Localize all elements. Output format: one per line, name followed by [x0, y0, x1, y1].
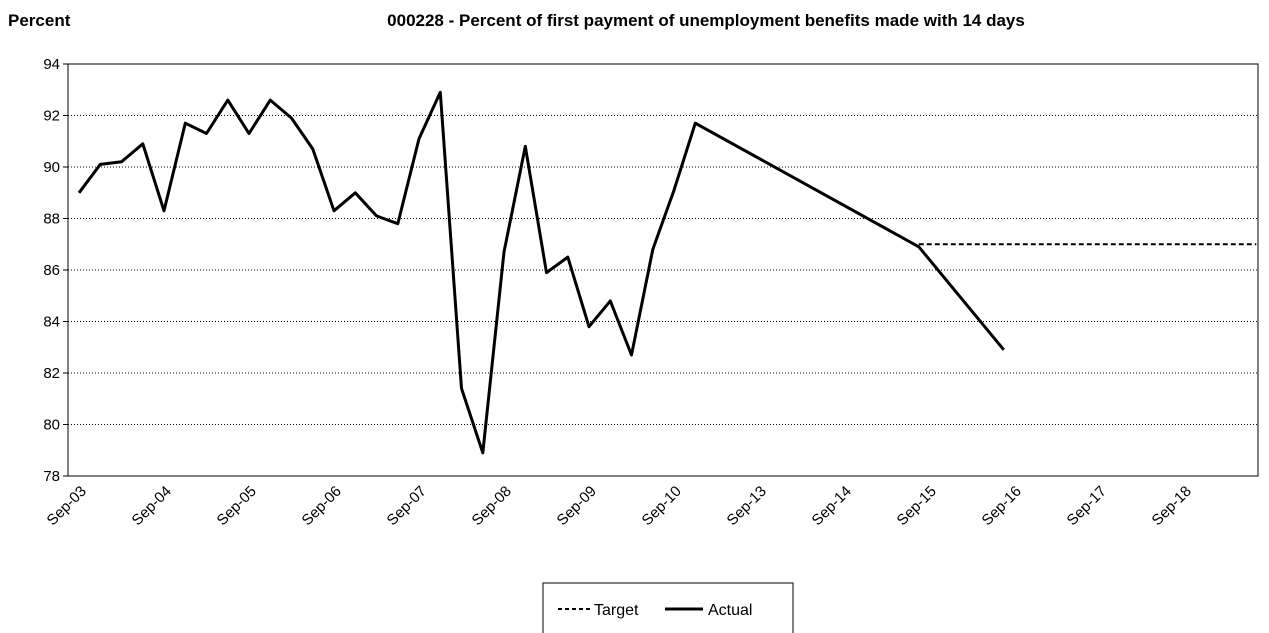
x-tick-label: Sep-17 [1064, 483, 1110, 529]
x-tick-label: Sep-15 [894, 483, 940, 529]
y-tick-label: 90 [43, 159, 60, 176]
x-tick-label: Sep-09 [554, 483, 600, 529]
grid-lines [68, 115, 1258, 425]
x-tick-label: Sep-14 [809, 483, 855, 529]
x-tick-label: Sep-10 [639, 483, 685, 529]
y-tick-label: 94 [43, 56, 60, 73]
plot-area [67, 63, 1259, 477]
y-tick-label: 82 [43, 365, 60, 382]
y-tick-label: 84 [43, 314, 60, 331]
x-axis-ticks: Sep-03 Sep-04 Sep-05 Sep-06 Sep-07 Sep-08 Sep-… [44, 483, 1195, 529]
x-tick-label: Sep-13 [724, 483, 770, 529]
legend-target-label: Target [594, 602, 639, 619]
x-tick-label: Sep-16 [979, 483, 1025, 529]
y-tick-label: 78 [43, 468, 60, 485]
x-tick-label: Sep-06 [299, 483, 345, 529]
series-line-actual [77, 90, 1005, 455]
x-tick-label: Sep-03 [44, 483, 90, 529]
y-tick-label: 80 [43, 417, 60, 434]
y-tick-label: 92 [43, 108, 60, 125]
x-tick-label: Sep-18 [1149, 483, 1195, 529]
y-axis-ticks: 78 80 82 84 86 88 90 92 94 [43, 56, 68, 485]
x-tick-label: Sep-07 [384, 483, 430, 529]
x-tick-label: Sep-08 [469, 483, 515, 529]
legend: Target Actual [542, 582, 794, 633]
legend-actual-label: Actual [708, 602, 752, 619]
series-lines [77, 90, 1257, 455]
x-tick-label: Sep-04 [129, 483, 175, 529]
x-tick-label: Sep-05 [214, 483, 260, 529]
y-tick-label: 88 [43, 211, 60, 228]
y-tick-label: 86 [43, 262, 60, 279]
chart-title: 000228 - Percent of first payment of une… [387, 11, 1025, 30]
y-axis-title: Percent [8, 11, 71, 30]
